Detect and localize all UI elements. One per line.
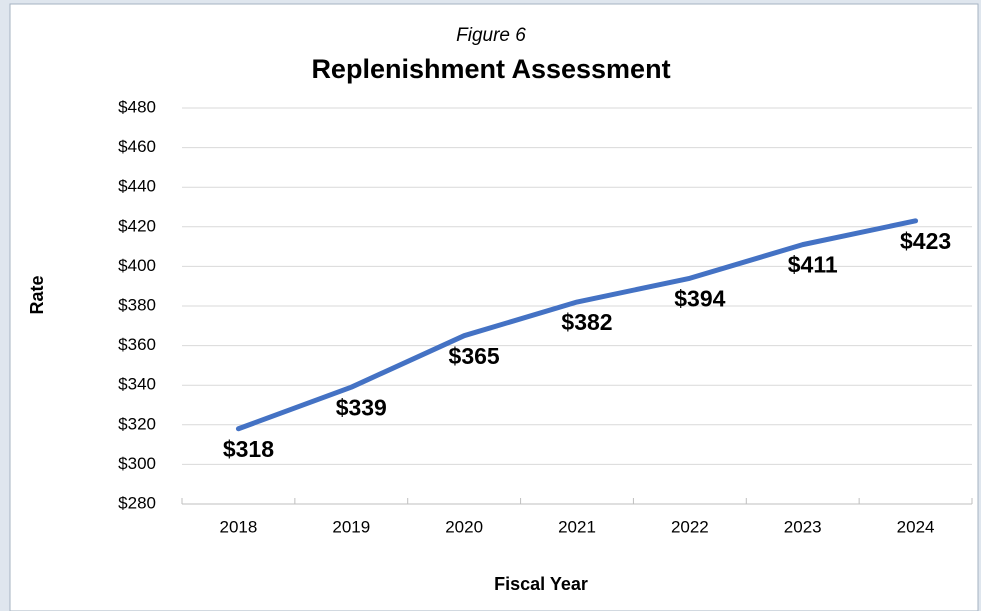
y-tick-label: $380 — [118, 295, 156, 314]
y-tick-label: $320 — [118, 414, 156, 433]
x-axis-label: Fiscal Year — [494, 574, 588, 594]
x-tick-label: 2022 — [671, 517, 709, 536]
y-tick-label: $360 — [118, 335, 156, 354]
x-tick-label: 2023 — [784, 517, 822, 536]
chart-frame — [9, 3, 979, 611]
x-tick-label: 2021 — [558, 517, 596, 536]
y-tick-label: $480 — [118, 97, 156, 116]
data-label: $423 — [900, 228, 951, 254]
data-label: $411 — [788, 252, 838, 278]
data-label: $318 — [223, 436, 274, 462]
y-tick-label: $300 — [118, 454, 156, 473]
y-tick-label: $340 — [118, 375, 156, 394]
x-tick-label: 2018 — [220, 517, 258, 536]
data-label: $382 — [561, 309, 612, 335]
y-tick-label: $440 — [118, 177, 156, 196]
y-tick-label: $400 — [118, 256, 156, 275]
chart-subtitle: Figure 6 — [456, 25, 526, 46]
x-tick-label: 2019 — [332, 517, 370, 536]
y-tick-label: $280 — [118, 493, 156, 512]
data-label: $394 — [674, 285, 725, 311]
chart-title: Replenishment Assessment — [311, 54, 670, 84]
x-tick-label: 2024 — [897, 517, 935, 536]
y-tick-label: $460 — [118, 137, 156, 156]
y-axis-label: Rate — [27, 275, 47, 314]
x-tick-label: 2020 — [445, 517, 483, 536]
data-label: $365 — [449, 343, 500, 369]
y-tick-label: $420 — [118, 216, 156, 235]
data-label: $339 — [336, 394, 387, 420]
data-line — [235, 218, 919, 432]
